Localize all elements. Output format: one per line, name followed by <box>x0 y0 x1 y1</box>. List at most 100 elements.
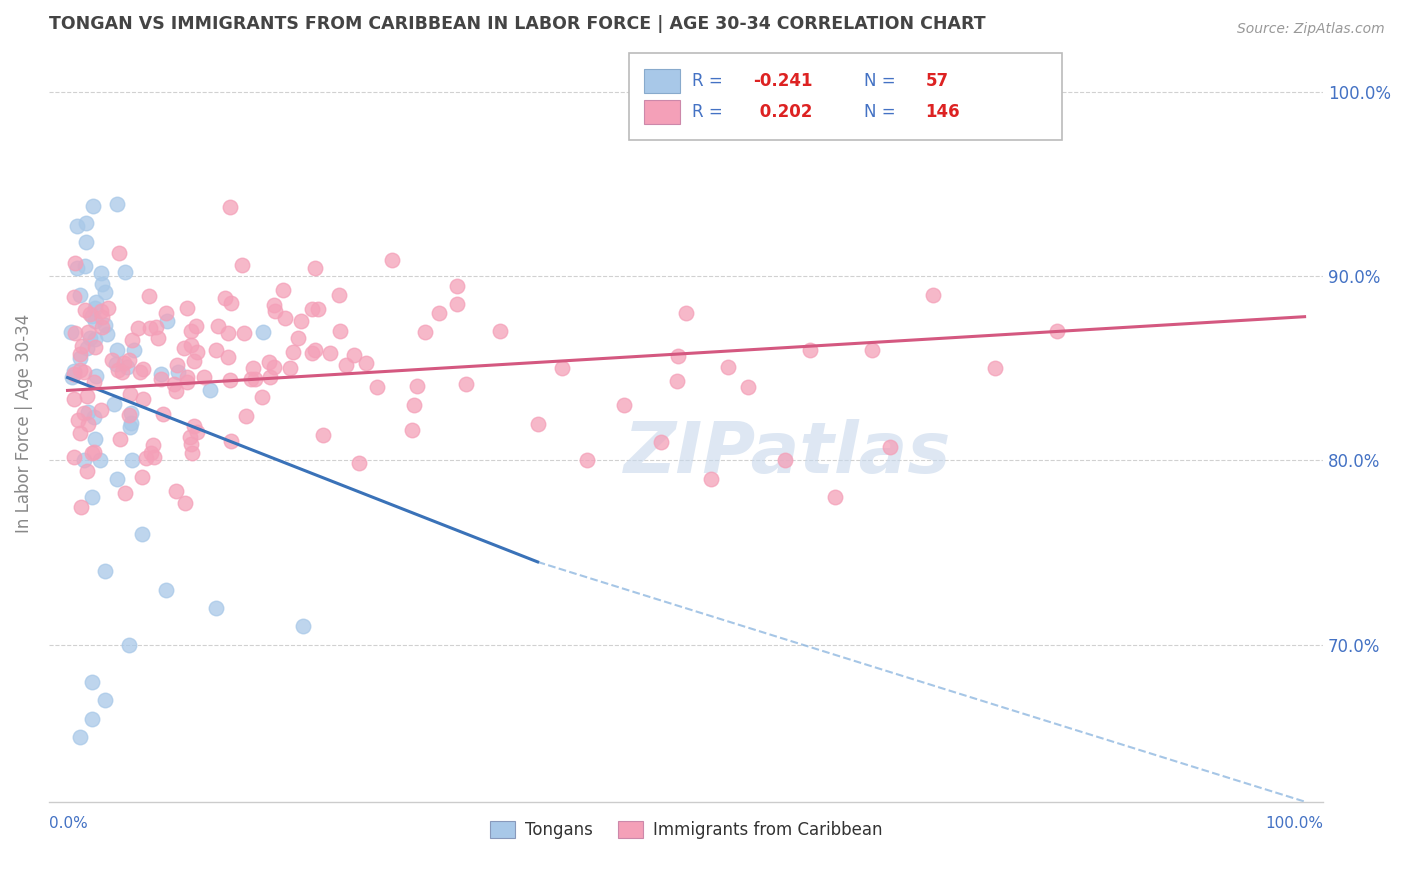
Point <box>155 582 177 597</box>
Point <box>108 432 131 446</box>
Point <box>76 464 98 478</box>
Point <box>167 366 190 380</box>
Point <box>366 380 388 394</box>
Legend: Tongans, Immigrants from Caribbean: Tongans, Immigrants from Caribbean <box>484 814 889 847</box>
FancyBboxPatch shape <box>628 54 1062 140</box>
Point <box>174 496 197 510</box>
Point <box>290 314 312 328</box>
Point <box>245 372 267 386</box>
Point <box>83 410 105 425</box>
Point <box>128 365 150 379</box>
Point <box>205 601 228 615</box>
Point <box>180 337 202 351</box>
Point <box>252 391 274 405</box>
Point <box>94 318 117 332</box>
Point <box>62 367 84 381</box>
Text: 57: 57 <box>925 72 949 90</box>
Point <box>413 325 436 339</box>
Point <box>402 398 425 412</box>
Text: 0.0%: 0.0% <box>49 816 87 831</box>
Point <box>150 372 173 386</box>
Point <box>84 301 107 315</box>
Point <box>401 423 423 437</box>
Point <box>112 356 135 370</box>
Point <box>176 375 198 389</box>
Point <box>90 310 112 324</box>
Point <box>84 313 107 327</box>
Point <box>69 426 91 441</box>
Point <box>186 425 208 439</box>
Point <box>666 374 689 388</box>
Point <box>72 406 94 420</box>
Point <box>79 307 101 321</box>
Point <box>105 196 128 211</box>
Point <box>108 246 131 260</box>
Point <box>114 486 136 500</box>
Point <box>75 216 97 230</box>
Text: Source: ZipAtlas.com: Source: ZipAtlas.com <box>1237 22 1385 37</box>
Point <box>271 283 294 297</box>
Point <box>176 370 198 384</box>
Point <box>233 326 256 340</box>
Point <box>75 235 97 250</box>
Point <box>179 430 201 444</box>
Point <box>77 417 100 432</box>
Point <box>446 279 468 293</box>
Point <box>80 446 103 460</box>
Point <box>82 309 104 323</box>
Point <box>93 564 115 578</box>
Point <box>773 453 796 467</box>
Text: -0.241: -0.241 <box>754 72 813 90</box>
Point <box>166 358 188 372</box>
Point <box>97 301 120 316</box>
Point <box>94 285 117 299</box>
Point <box>205 343 228 357</box>
Point <box>100 353 122 368</box>
Point <box>150 367 173 381</box>
Point <box>183 419 205 434</box>
Point <box>131 469 153 483</box>
Point <box>278 361 301 376</box>
Point <box>66 219 89 234</box>
Point <box>63 326 86 340</box>
Point <box>91 320 114 334</box>
Point <box>70 339 93 353</box>
Point <box>111 365 134 379</box>
Point <box>117 352 139 367</box>
Point <box>105 343 128 357</box>
Point <box>96 327 118 342</box>
Point <box>301 301 323 316</box>
Point <box>259 370 281 384</box>
Point <box>69 363 91 377</box>
Point <box>231 258 253 272</box>
Point <box>307 301 329 316</box>
Point <box>329 325 352 339</box>
Point <box>301 345 323 359</box>
Point <box>186 344 208 359</box>
Point <box>62 392 84 406</box>
Point <box>217 326 239 340</box>
Point <box>406 378 429 392</box>
Point <box>335 358 357 372</box>
Point <box>84 432 107 446</box>
Point <box>576 453 599 467</box>
Point <box>922 287 945 301</box>
Point <box>77 325 100 339</box>
Point <box>217 350 239 364</box>
Point <box>120 420 142 434</box>
Point <box>219 434 242 448</box>
Point <box>489 325 512 339</box>
Point <box>69 346 91 360</box>
Point <box>824 491 846 505</box>
Point <box>135 450 157 465</box>
Point <box>263 359 285 374</box>
Point <box>93 693 115 707</box>
Point <box>717 359 740 374</box>
Point <box>83 375 105 389</box>
Point <box>79 331 101 345</box>
Point <box>118 387 141 401</box>
Point <box>304 260 326 275</box>
Point <box>83 445 105 459</box>
Point <box>89 453 111 467</box>
Point <box>165 484 187 499</box>
